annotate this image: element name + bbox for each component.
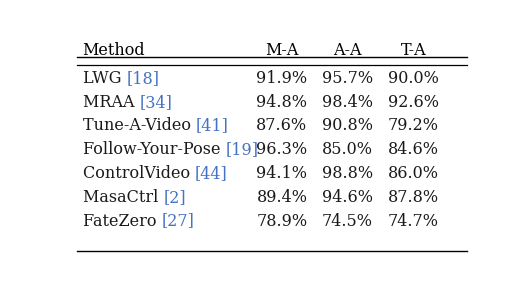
Text: 74.7%: 74.7% bbox=[388, 212, 439, 230]
Text: 74.5%: 74.5% bbox=[322, 212, 373, 230]
Text: 79.2%: 79.2% bbox=[388, 118, 439, 134]
Text: [41]: [41] bbox=[196, 118, 228, 134]
Text: [18]: [18] bbox=[126, 70, 160, 87]
Text: 85.0%: 85.0% bbox=[322, 141, 373, 158]
Text: 84.6%: 84.6% bbox=[388, 141, 439, 158]
Text: A-A: A-A bbox=[333, 42, 362, 59]
Text: Method: Method bbox=[83, 42, 145, 59]
Text: MasaCtrl: MasaCtrl bbox=[83, 189, 163, 206]
Text: M-A: M-A bbox=[265, 42, 298, 59]
Text: 87.8%: 87.8% bbox=[388, 189, 439, 206]
Text: 94.1%: 94.1% bbox=[257, 165, 307, 182]
Text: MRAA: MRAA bbox=[83, 94, 139, 111]
Text: 94.6%: 94.6% bbox=[322, 189, 373, 206]
Text: [19]: [19] bbox=[225, 141, 258, 158]
Text: FateZero: FateZero bbox=[83, 212, 161, 230]
Text: 94.8%: 94.8% bbox=[257, 94, 307, 111]
Text: 95.7%: 95.7% bbox=[322, 70, 373, 87]
Text: [27]: [27] bbox=[161, 212, 194, 230]
Text: Follow-Your-Pose: Follow-Your-Pose bbox=[83, 141, 225, 158]
Text: LWG: LWG bbox=[83, 70, 126, 87]
Text: [34]: [34] bbox=[139, 94, 172, 111]
Text: 78.9%: 78.9% bbox=[257, 212, 307, 230]
Text: 90.0%: 90.0% bbox=[388, 70, 439, 87]
Text: 89.4%: 89.4% bbox=[257, 189, 307, 206]
Text: [2]: [2] bbox=[163, 189, 186, 206]
Text: 98.8%: 98.8% bbox=[322, 165, 373, 182]
Text: T-A: T-A bbox=[401, 42, 426, 59]
Text: 98.4%: 98.4% bbox=[322, 94, 373, 111]
Text: Tune-A-Video: Tune-A-Video bbox=[83, 118, 196, 134]
Text: 96.3%: 96.3% bbox=[257, 141, 307, 158]
Text: [44]: [44] bbox=[195, 165, 228, 182]
Text: 91.9%: 91.9% bbox=[257, 70, 307, 87]
Text: 90.8%: 90.8% bbox=[322, 118, 373, 134]
Text: 86.0%: 86.0% bbox=[388, 165, 439, 182]
Text: ControlVideo: ControlVideo bbox=[83, 165, 195, 182]
Text: 92.6%: 92.6% bbox=[388, 94, 439, 111]
Text: 87.6%: 87.6% bbox=[257, 118, 307, 134]
